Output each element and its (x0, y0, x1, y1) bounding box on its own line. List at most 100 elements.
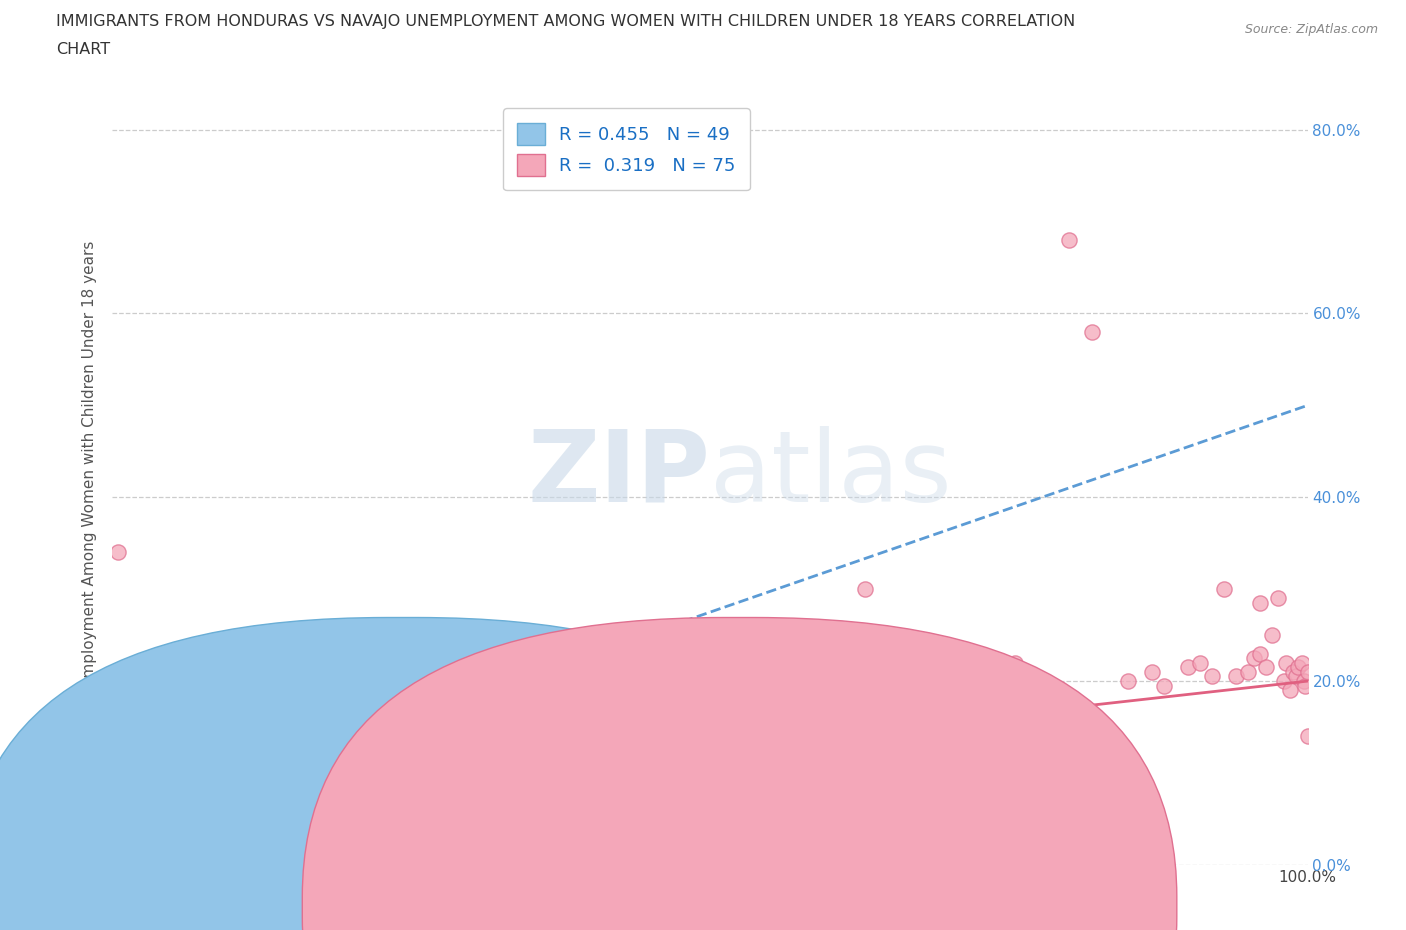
Point (1142, 664, 1164, 679)
Point (167, 720, 190, 735)
Point (131, 775, 153, 790)
Point (316, 738, 339, 753)
Point (1254, 660, 1277, 675)
Point (125, 807, 148, 822)
Point (1285, 669, 1308, 684)
Point (121, 775, 143, 790)
Point (1237, 664, 1260, 679)
Point (107, 803, 129, 817)
Point (115, 803, 138, 817)
Point (128, 784, 150, 799)
Point (129, 756, 152, 771)
Point (855, 582, 877, 597)
Point (138, 779, 160, 794)
Point (305, 687, 328, 702)
Point (128, 789, 150, 804)
Point (111, 812, 134, 827)
Point (1296, 729, 1319, 744)
Point (1249, 646, 1271, 661)
Point (1081, 325, 1104, 339)
Point (879, 669, 901, 684)
Point (186, 789, 208, 804)
Point (197, 701, 219, 716)
Point (114, 789, 135, 804)
Point (105, 812, 128, 827)
Text: Immigrants from Honduras: Immigrants from Honduras (425, 899, 631, 914)
Point (105, 817, 128, 831)
Point (138, 765, 160, 780)
Point (818, 687, 841, 702)
Point (292, 751, 315, 766)
Point (143, 765, 166, 780)
Point (520, 715, 543, 730)
Point (117, 793, 139, 808)
Text: Source: ZipAtlas.com: Source: ZipAtlas.com (1244, 23, 1378, 36)
Point (111, 812, 134, 827)
Point (759, 673, 782, 688)
Point (221, 756, 243, 771)
Point (122, 779, 145, 794)
Point (269, 747, 291, 762)
Point (938, 765, 960, 780)
Point (112, 798, 135, 813)
Point (120, 798, 142, 813)
Point (245, 683, 267, 698)
Point (1189, 656, 1212, 671)
Y-axis label: Unemployment Among Women with Children Under 18 years: Unemployment Among Women with Children U… (82, 241, 97, 708)
Point (186, 711, 208, 725)
Point (1177, 660, 1199, 675)
Point (115, 765, 138, 780)
Point (1296, 664, 1319, 679)
Point (281, 701, 304, 716)
Point (124, 803, 146, 817)
Point (197, 761, 219, 776)
Point (149, 742, 172, 757)
Point (209, 706, 232, 721)
Point (114, 807, 135, 822)
Point (1010, 669, 1032, 684)
Point (245, 765, 267, 780)
Point (114, 779, 136, 794)
Point (1118, 673, 1140, 688)
Point (316, 683, 339, 698)
Point (1225, 669, 1247, 684)
Point (1153, 678, 1175, 693)
Point (125, 770, 148, 785)
Point (1272, 673, 1295, 688)
Point (1267, 591, 1289, 605)
Point (115, 817, 138, 831)
Point (388, 720, 411, 735)
Point (340, 729, 363, 744)
Point (131, 775, 153, 790)
Point (1243, 651, 1265, 666)
Point (110, 793, 132, 808)
Point (1261, 628, 1284, 643)
Point (1201, 669, 1223, 684)
Point (699, 697, 721, 711)
Point (1294, 678, 1316, 693)
Point (962, 738, 984, 753)
Point (118, 784, 141, 799)
Point (162, 775, 183, 790)
Point (1291, 656, 1313, 671)
Point (127, 761, 149, 776)
Point (111, 775, 134, 790)
Point (1278, 683, 1301, 698)
Point (1282, 664, 1305, 679)
Point (640, 701, 662, 716)
Point (1213, 582, 1236, 597)
Text: atlas: atlas (710, 426, 952, 523)
Text: CHART: CHART (56, 42, 110, 57)
Point (121, 789, 143, 804)
Point (1286, 660, 1309, 675)
Point (107, 545, 129, 560)
Point (155, 798, 177, 813)
Point (998, 673, 1021, 688)
Point (134, 747, 156, 762)
Point (209, 775, 232, 790)
Point (1057, 232, 1080, 247)
Point (1292, 673, 1315, 688)
Point (107, 803, 129, 817)
Point (173, 724, 195, 739)
Point (173, 784, 195, 799)
